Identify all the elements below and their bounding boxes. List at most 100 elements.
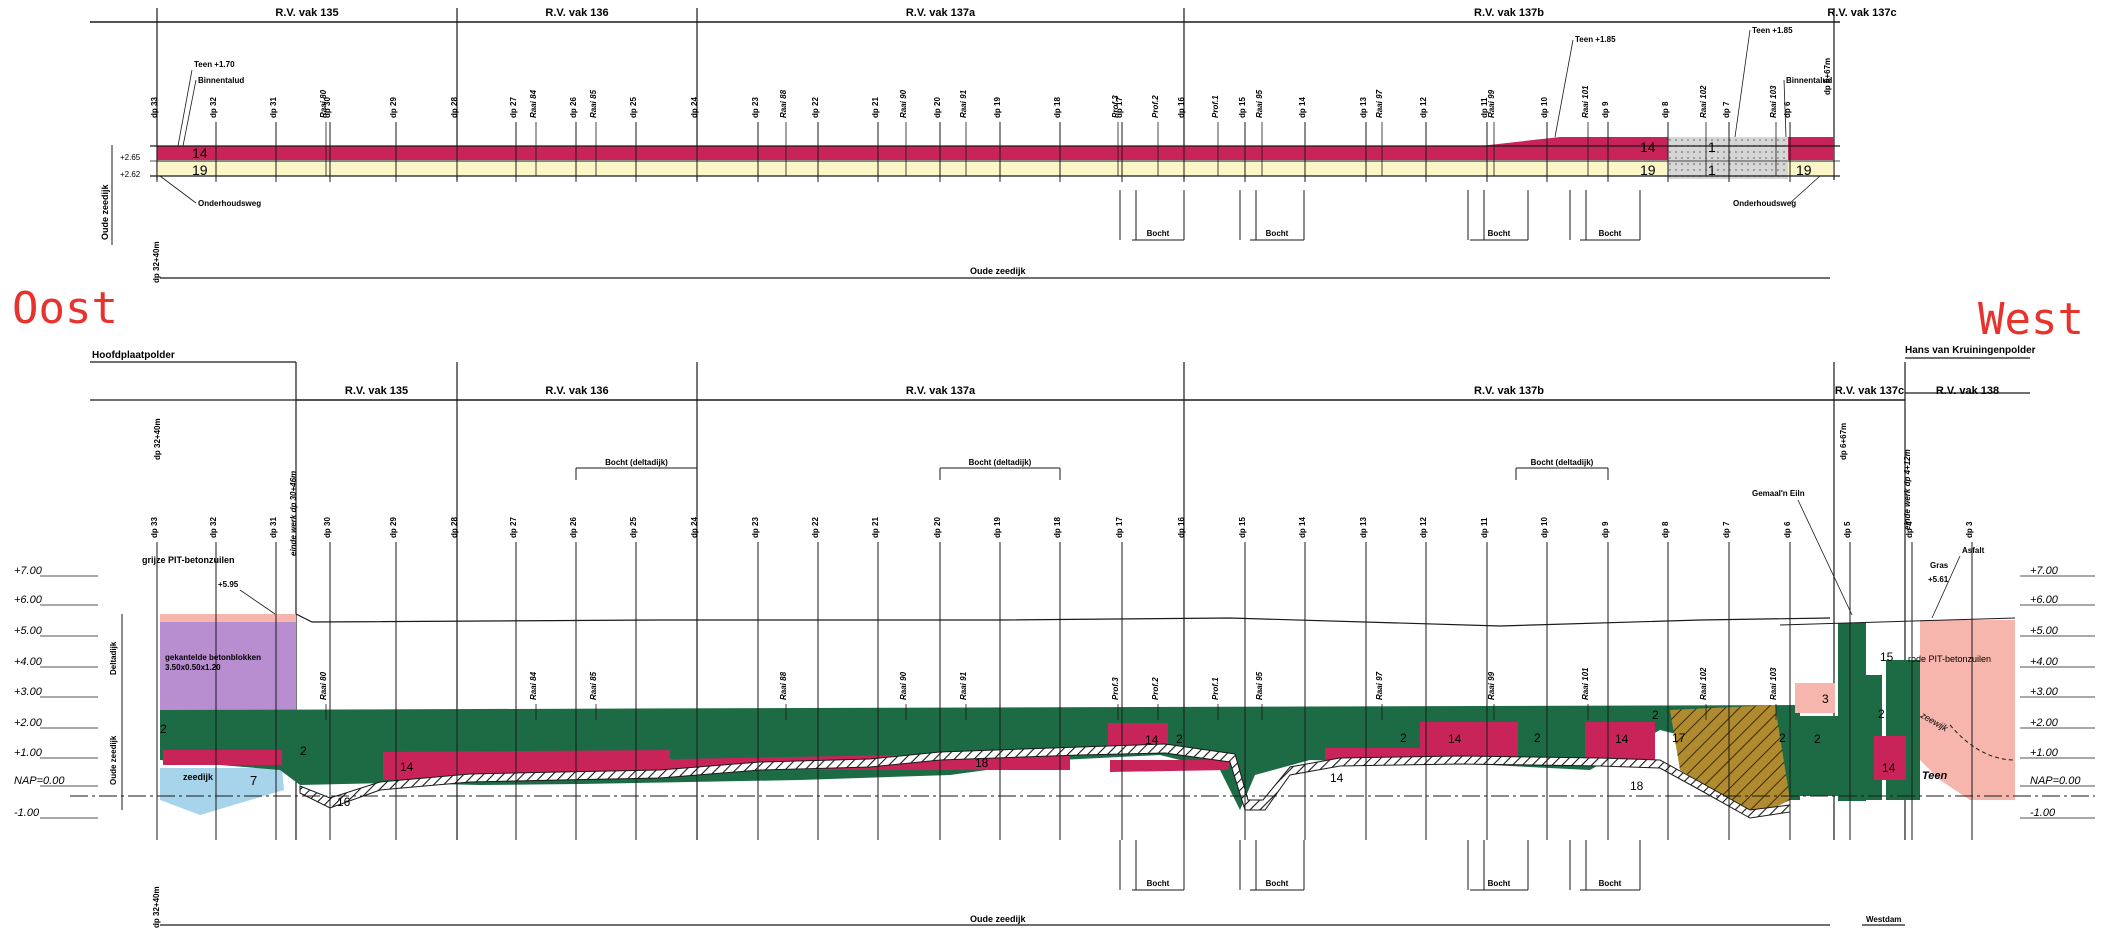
bottom-bocht-markers: Bocht Bocht Bocht Bocht — [1119, 840, 1641, 891]
zone-14-b: 14 — [1145, 733, 1159, 747]
right-level-label: +7.00 — [2030, 565, 2059, 577]
top-dp-label: dp 21 — [871, 97, 880, 118]
bottom-dp-label: dp 12 — [1419, 517, 1428, 538]
level-265: +2.65 — [120, 153, 141, 162]
zone-2-a: 2 — [160, 722, 167, 736]
bocht-deltadijk-markers: Bocht (deltadijk) Bocht (deltadijk) Bocht … — [575, 458, 1609, 480]
bottom-section-label: R.V. vak 136 — [545, 385, 608, 397]
onderhoudsweg-east-label: Onderhoudsweg — [198, 199, 261, 208]
right-level-label: +6.00 — [2030, 594, 2059, 606]
bottom-dp-label: dp 19 — [993, 517, 1002, 538]
bottom-raai-label: Raai 84 — [529, 671, 538, 700]
zone-14-d: 14 — [1615, 732, 1629, 746]
deltadijk-bocht-label: Bocht (deltadijk) — [605, 458, 668, 467]
top-plan-view: R.V. vak 135 R.V. vak 136 R.V. vak 137a R.V… — [90, 7, 1897, 283]
top-dp-label: dp 26 — [569, 97, 578, 118]
asfalt-label: Asfalt — [1962, 546, 1985, 555]
zone-2-c: 2 — [1176, 732, 1183, 746]
level-axis-left: +7.00 +6.00 +5.00 +4.00 +3.00 +2.00 +1.00 NAP=0… — [14, 565, 98, 819]
right-level-label: NAP=0.00 — [2030, 775, 2081, 787]
deltadijk-bocht-label: Bocht (deltadijk) — [969, 458, 1032, 467]
zeedijk-label: zeedijk — [183, 772, 214, 782]
left-level-label: +6.00 — [14, 594, 43, 606]
bottom-dp-label: dp 14 — [1298, 517, 1307, 538]
level-262: +2.62 — [120, 170, 141, 179]
gemaal-label: Gemaal'n Eiln — [1752, 489, 1805, 498]
bottom-raai-label: Raai 102 — [1699, 667, 1708, 700]
bottom-dp-label: dp 21 — [871, 517, 880, 538]
top-raai-label: Raai 84 — [529, 89, 538, 118]
top-bocht-label: Bocht — [1599, 229, 1622, 238]
top-zone-1: 1 — [1708, 139, 1716, 155]
bottom-bocht-label: Bocht — [1147, 879, 1170, 888]
bottom-bocht-label: Bocht — [1599, 879, 1622, 888]
level-axis-right: +7.00 +6.00 +5.00 +4.00 +3.00 +2.00 +1.00 NAP=0… — [2020, 565, 2095, 819]
bottom-dp-label: dp 28 — [450, 517, 459, 538]
zone-2-b: 2 — [300, 744, 307, 758]
dp-32-40-bottom: dp 32+40m — [153, 418, 162, 460]
top-dp-label: dp 33 — [150, 97, 159, 118]
deltadijk-bocht-label: Bocht (deltadijk) — [1531, 458, 1594, 467]
bottom-raai-label: Raai 103 — [1769, 667, 1778, 700]
top-zone-14-w: 14 — [1640, 139, 1656, 155]
left-level-label: +5.00 — [14, 625, 43, 637]
zone-15: 15 — [1880, 650, 1894, 664]
top-bocht-label: Bocht — [1266, 229, 1289, 238]
gekantelde-label: gekantelde betonblokken — [165, 653, 261, 662]
bottom-raai-label: Raai 85 — [589, 671, 598, 700]
top-zone-19-w: 19 — [1640, 162, 1656, 178]
right-level-label: +4.00 — [2030, 656, 2059, 668]
dp-6-67-bottom: dp 6+67m — [1839, 423, 1848, 460]
bottom-dp-label: dp 16 — [1177, 517, 1186, 538]
zone-14-e: 14 — [1882, 761, 1896, 775]
bottom-raai-label: Raai 91 — [959, 671, 968, 700]
oost-label: Oost — [12, 283, 118, 334]
top-raai-markers: Raai 80 Raai 84 Raai 85 Raai 88 Raai 90 Raai … — [319, 85, 1778, 176]
top-raai-label: Raai 95 — [1255, 89, 1264, 118]
dp-32-40-bottom2: dp 32+40m — [152, 886, 161, 928]
top-dp-label: dp 9 — [1601, 101, 1610, 118]
oude-zeedijk-bottom: Oude zeedijk — [970, 914, 1027, 924]
right-level-label: -1.00 — [2030, 807, 2056, 819]
left-level-label: -1.00 — [14, 807, 40, 819]
teen-bottom-label: Teen — [1922, 770, 1948, 782]
bottom-dp-label: dp 5 — [1843, 521, 1852, 538]
top-dp-label: dp 12 — [1419, 97, 1428, 118]
top-raai-label: Raai 91 — [959, 89, 968, 118]
top-bocht-label: Bocht — [1488, 229, 1511, 238]
bottom-dp-label: dp 11 — [1480, 517, 1489, 538]
oude-zeedijk-vertical-top: Oude zeedijk — [100, 183, 110, 240]
bottom-dp-markers: dp 33 dp 32 dp 31 dp 30 dp 29 dp 28 dp 27 dp 26… — [150, 517, 1974, 840]
top-dp-label: dp 14 — [1298, 97, 1307, 118]
zone-3: 3 — [1822, 692, 1829, 706]
bottom-dp-label: dp 29 — [389, 517, 398, 538]
top-dp-label: dp 22 — [811, 97, 820, 118]
zone-18-b: 18 — [975, 756, 989, 770]
bottom-raai-label: Raai 88 — [779, 671, 788, 700]
west-label: West — [1978, 294, 2084, 345]
top-dp-label: dp 29 — [389, 97, 398, 118]
top-dp-label: dp 13 — [1359, 97, 1368, 118]
top-dp-label: dp 17 — [1115, 97, 1124, 118]
bottom-dp-label: dp 27 — [509, 517, 518, 538]
bottom-raai-label: Prof.2 — [1151, 677, 1160, 700]
bottom-dp-label: dp 3 — [1965, 521, 1974, 538]
zone-2-h: 2 — [1814, 732, 1821, 746]
teen-west-label: Teen +1.85 — [1575, 35, 1616, 44]
band-1-gray — [1668, 137, 1788, 179]
teen-west-label2: Teen +1.85 — [1752, 26, 1793, 35]
top-raai-label: Raai 102 — [1699, 85, 1708, 118]
zone-17: 17 — [1672, 731, 1686, 745]
top-section-label: R.V. vak 137b — [1474, 7, 1544, 19]
bottom-dp-label: dp 17 — [1115, 517, 1124, 538]
top-dp-label: dp 20 — [933, 97, 942, 118]
bottom-dp-label: dp 24 — [690, 517, 699, 538]
binnentalud-east-label: Binnentalud — [198, 76, 244, 85]
bottom-dp-label: dp 10 — [1540, 517, 1549, 538]
zone-2-e: 2 — [1534, 731, 1541, 745]
zone-17-hatched — [1670, 705, 1790, 815]
top-raai-label: Raai 88 — [779, 89, 788, 118]
bottom-dp-label: dp 31 — [269, 517, 278, 538]
bottom-raai-markers: Raai 80 Raai 84 Raai 85 Raai 88 Raai 90 Raai … — [319, 667, 1778, 720]
